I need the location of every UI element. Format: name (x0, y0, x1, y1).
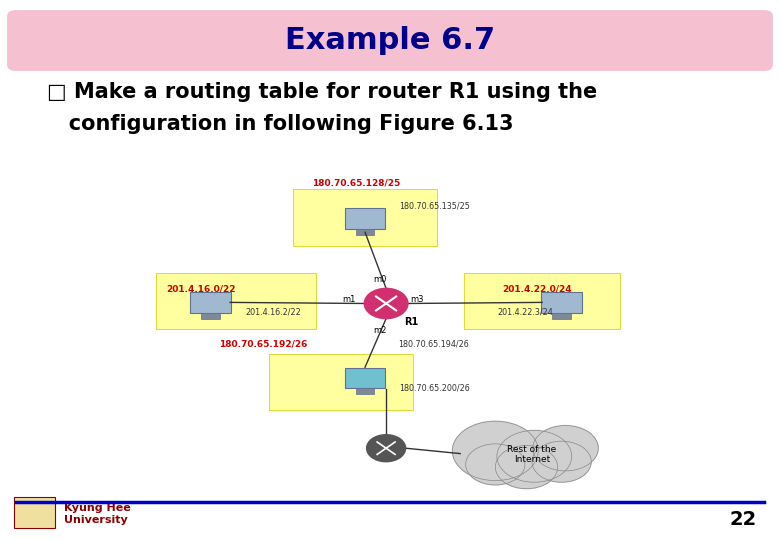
Text: Example 6.7: Example 6.7 (285, 26, 495, 55)
Text: Kyung Hee
University: Kyung Hee University (64, 503, 131, 525)
Text: □ Make a routing table for router R1 using the: □ Make a routing table for router R1 usi… (47, 82, 597, 102)
Text: m2: m2 (373, 326, 387, 335)
Text: m0: m0 (373, 275, 387, 284)
Circle shape (367, 435, 406, 462)
Text: 180.70.65.200/26: 180.70.65.200/26 (399, 383, 470, 392)
FancyBboxPatch shape (345, 368, 385, 388)
Text: Rest of the
Internet: Rest of the Internet (507, 445, 557, 464)
FancyBboxPatch shape (201, 313, 220, 319)
FancyBboxPatch shape (14, 497, 55, 528)
Text: 201.4.16.2/22: 201.4.16.2/22 (246, 308, 301, 316)
Text: m1: m1 (342, 295, 356, 303)
Text: 201.4.22.0/24: 201.4.22.0/24 (502, 285, 572, 294)
Text: 180.70.65.128/25: 180.70.65.128/25 (312, 178, 401, 187)
Text: 180.70.65.135/25: 180.70.65.135/25 (399, 202, 470, 211)
Circle shape (533, 426, 598, 471)
Circle shape (495, 446, 558, 489)
FancyBboxPatch shape (552, 313, 571, 319)
Circle shape (364, 288, 408, 319)
FancyBboxPatch shape (464, 273, 620, 329)
Text: 180.70.65.192/26: 180.70.65.192/26 (219, 340, 308, 348)
FancyBboxPatch shape (8, 11, 772, 70)
FancyBboxPatch shape (541, 292, 582, 313)
Text: R1: R1 (404, 317, 418, 327)
Circle shape (497, 430, 572, 482)
Circle shape (466, 444, 525, 485)
Text: configuration in following Figure 6.13: configuration in following Figure 6.13 (47, 114, 513, 134)
Text: 201.4.22.3/24: 201.4.22.3/24 (498, 308, 553, 316)
Text: 201.4.16.0/22: 201.4.16.0/22 (166, 285, 236, 294)
FancyBboxPatch shape (356, 229, 374, 235)
FancyBboxPatch shape (356, 388, 374, 394)
FancyBboxPatch shape (156, 273, 316, 329)
FancyBboxPatch shape (269, 354, 413, 410)
FancyBboxPatch shape (292, 189, 437, 246)
FancyBboxPatch shape (190, 292, 231, 313)
Text: m3: m3 (410, 295, 424, 303)
Text: 180.70.65.194/26: 180.70.65.194/26 (398, 340, 469, 348)
Circle shape (532, 441, 591, 482)
FancyBboxPatch shape (345, 208, 385, 229)
Circle shape (452, 421, 538, 481)
Text: 22: 22 (729, 510, 757, 529)
